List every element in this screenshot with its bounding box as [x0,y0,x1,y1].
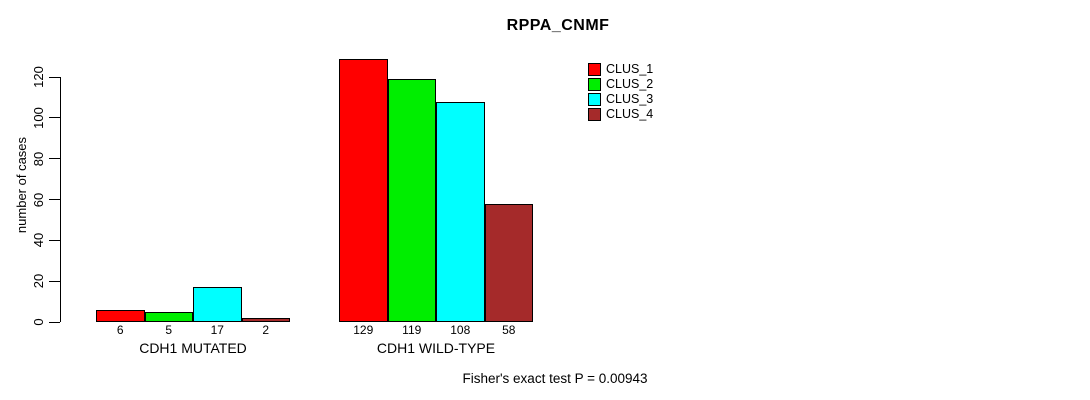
y-axis-tick [49,280,60,282]
legend-item-clus-1: CLUS_1 [588,63,653,76]
legend-swatch-clus-4-icon [588,108,601,121]
legend-item-clus-2: CLUS_2 [588,78,653,91]
legend-label-clus-4: CLUS_4 [606,107,654,121]
y-axis-tick [49,117,60,119]
y-tick-label: 100 [31,106,46,129]
legend-swatch-clus-3-icon [588,93,601,106]
legend-item-clus-4: CLUS_4 [588,108,653,121]
bar-clus_2-cdh1-mutated [144,311,193,322]
bar-clus_4-cdh1-wild-type [484,203,533,322]
bar-clus_2-cdh1-wild-type [387,79,436,322]
y-axis-tick [49,199,60,200]
bar-value-label: 119 [402,323,422,337]
y-axis-tick [49,239,60,241]
y-axis-tick [49,321,60,323]
y-tick-label: 0 [31,318,46,326]
y-axis-tick [49,76,60,78]
bar-value-label: 5 [165,323,173,337]
legend-label-clus-2: CLUS_2 [606,77,654,91]
legend-item-clus-3: CLUS_3 [588,93,653,106]
group-label: CDH1 WILD-TYPE [376,340,496,356]
y-axis-line [60,77,61,322]
legend-label-clus-3: CLUS_3 [606,92,654,106]
y-tick-label: 40 [31,233,46,248]
bar-value-label: 58 [502,323,516,337]
bar-clus_3-cdh1-wild-type [436,101,485,322]
bar-value-label: 129 [353,323,374,337]
bar-clus_3-cdh1-mutated [193,287,242,322]
y-axis-tick [49,158,60,160]
bar-value-label: 2 [262,323,270,337]
y-tick-label: 20 [31,273,46,289]
legend-swatch-clus-2-icon [588,78,601,91]
chart-title: RPPA_CNMF [506,17,610,34]
legend-swatch-clus-1-icon [588,63,601,76]
bar-value-label: 17 [210,323,224,337]
bar-clus_4-cdh1-mutated [241,317,290,322]
y-tick-label: 60 [31,192,46,207]
legend-label-clus-1: CLUS_1 [606,62,654,76]
group-label: CDH1 MUTATED [139,340,247,356]
bar-value-label: 108 [450,323,471,337]
bar-value-label: 6 [116,323,124,337]
fisher-test-annotation: Fisher's exact test P = 0.00943 [462,371,648,386]
bar-clus_1-cdh1-wild-type [339,58,388,322]
bar-clus_1-cdh1-mutated [96,309,145,322]
legend: CLUS_1 CLUS_2 CLUS_3 CLUS_4 [588,63,653,123]
y-tick-label: 80 [31,151,46,166]
y-tick-label: 120 [31,66,46,88]
